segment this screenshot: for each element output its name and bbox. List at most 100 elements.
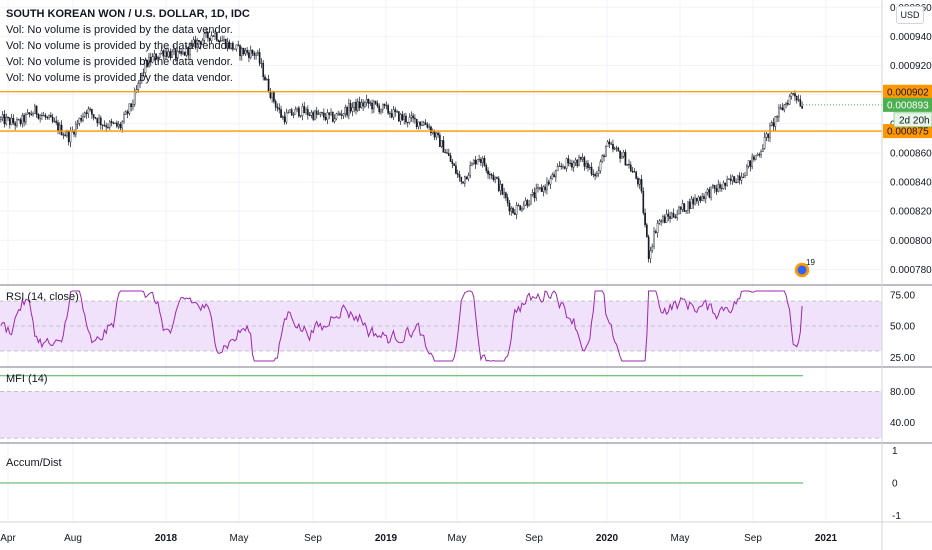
candle-body <box>742 176 745 178</box>
candle-body <box>617 147 620 152</box>
candle-body <box>597 170 600 174</box>
candle-body <box>312 112 314 120</box>
currency-button[interactable]: USD <box>896 6 924 24</box>
countdown-tag <box>893 112 932 128</box>
candle-body <box>685 210 687 212</box>
candle-body <box>191 43 193 46</box>
candle-body <box>26 112 29 115</box>
candle-body <box>724 182 727 186</box>
candle-body <box>19 119 22 124</box>
candle-body <box>606 141 609 147</box>
candle-body <box>464 176 466 184</box>
candle-body <box>223 39 225 41</box>
candle-body <box>306 109 309 116</box>
candle-body <box>358 101 361 108</box>
candle-body <box>58 124 61 132</box>
candle-body <box>187 47 190 56</box>
candle-body <box>622 151 625 157</box>
candle-body <box>547 181 550 185</box>
candle-body <box>521 208 523 211</box>
candle-body <box>166 51 168 57</box>
candle-body <box>185 47 188 56</box>
candle-body <box>439 134 441 147</box>
candle-body <box>662 216 664 222</box>
candle-body <box>437 132 439 136</box>
candle-body <box>474 159 477 165</box>
candle-body <box>433 130 436 138</box>
candle-body <box>12 117 15 124</box>
rsi-label: RSI (14, close) <box>6 291 79 303</box>
candle-body <box>25 114 27 123</box>
candle-body <box>508 202 511 212</box>
candle-body <box>440 140 443 147</box>
candle-body <box>779 107 782 109</box>
time-tick-label: Sep <box>525 533 543 544</box>
candle-body <box>701 196 704 201</box>
candle-body <box>733 176 736 183</box>
candle-body <box>692 198 695 205</box>
candle-body <box>580 156 582 160</box>
candle-body <box>371 102 373 110</box>
candle-body <box>678 207 680 215</box>
candle-body <box>426 124 429 128</box>
candle-body <box>492 175 495 181</box>
price-pane[interactable] <box>0 28 882 264</box>
candle-body <box>712 184 714 188</box>
candle-body <box>310 112 313 116</box>
candle-body <box>99 117 102 126</box>
candle-body <box>776 116 778 118</box>
candle-body <box>167 51 170 57</box>
candle-body <box>531 192 534 195</box>
chart-title: SOUTH KOREAN WON / U.S. DOLLAR, 1D, IDC <box>6 8 250 20</box>
candle-body <box>447 153 450 156</box>
candle-body <box>303 106 306 114</box>
candle-body <box>110 121 113 123</box>
candle-body <box>453 163 455 166</box>
candle-body <box>240 48 243 57</box>
candle-body <box>169 51 172 58</box>
event-badge[interactable]: 19 <box>793 258 815 279</box>
level-price-tag <box>883 84 932 99</box>
candle-body <box>92 114 95 118</box>
candle-body <box>76 122 79 125</box>
candle-body <box>540 187 543 192</box>
candle-body <box>699 196 702 201</box>
time-tick-label: May <box>230 533 249 544</box>
candle-body <box>339 113 341 115</box>
candle-body <box>610 143 612 145</box>
candle-body <box>745 165 748 176</box>
candle-body <box>790 93 793 97</box>
candle-body <box>285 112 288 123</box>
candle-body <box>401 114 404 120</box>
candle-body <box>94 117 97 119</box>
candle-body <box>376 103 379 107</box>
candle-body <box>10 117 13 125</box>
candle-body <box>467 175 470 180</box>
candle-body <box>44 115 47 118</box>
candle-body <box>23 115 25 123</box>
candle-body <box>797 99 800 101</box>
candle-body <box>638 179 641 185</box>
candle-body <box>601 155 604 162</box>
candle-body <box>578 156 580 167</box>
candle-body <box>230 42 232 49</box>
candle-body <box>364 102 366 107</box>
rsi-pane[interactable] <box>0 290 882 362</box>
candle-body <box>305 109 307 114</box>
candle-body <box>141 72 143 81</box>
candle-body <box>424 122 427 125</box>
candle-body <box>326 112 329 120</box>
candle-body <box>351 107 354 112</box>
candle-body <box>549 178 552 185</box>
candle-body <box>192 39 195 44</box>
candle-body <box>132 104 134 108</box>
candle-body <box>646 224 648 238</box>
candle-body <box>146 60 149 67</box>
candle-body <box>658 220 661 224</box>
candle-body <box>149 56 152 63</box>
candle-body <box>51 116 54 122</box>
mfi-pane[interactable] <box>0 375 882 439</box>
time-tick-label: Sep <box>744 533 762 544</box>
time-tick-label: 2019 <box>375 533 398 544</box>
